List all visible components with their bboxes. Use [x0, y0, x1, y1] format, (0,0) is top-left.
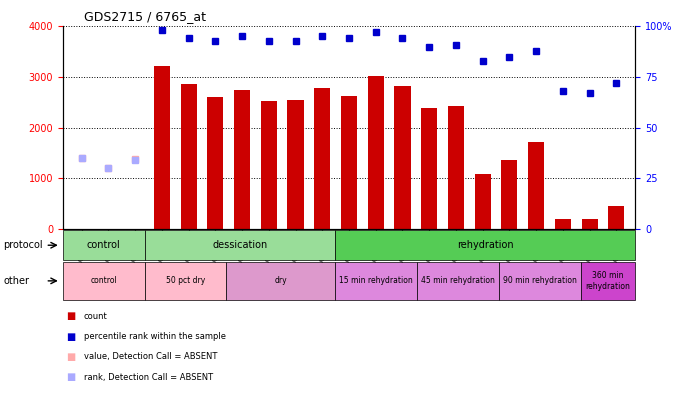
Text: control: control	[87, 240, 121, 250]
Text: percentile rank within the sample: percentile rank within the sample	[84, 332, 225, 341]
Text: 45 min rehydration: 45 min rehydration	[421, 276, 495, 286]
Bar	[154, 66, 170, 229]
Bar	[234, 90, 250, 229]
Text: 15 min rehydration: 15 min rehydration	[339, 276, 413, 286]
Text: 50 pct dry: 50 pct dry	[166, 276, 205, 286]
Text: value, Detection Call = ABSENT: value, Detection Call = ABSENT	[84, 352, 217, 361]
Bar	[421, 108, 437, 229]
Bar	[181, 83, 197, 229]
Text: ■: ■	[66, 352, 75, 362]
Bar	[555, 219, 571, 229]
Bar	[261, 101, 277, 229]
Text: protocol: protocol	[3, 240, 43, 250]
Text: dry: dry	[274, 276, 287, 286]
Bar	[341, 96, 357, 229]
Text: rehydration: rehydration	[457, 240, 514, 250]
Bar	[314, 88, 330, 229]
Bar	[475, 174, 491, 229]
Bar	[581, 220, 597, 229]
Text: 360 min
rehydration: 360 min rehydration	[586, 271, 630, 290]
Bar	[207, 97, 223, 229]
Bar	[609, 206, 625, 229]
Bar	[394, 85, 410, 229]
Bar	[501, 160, 517, 229]
Text: rank, Detection Call = ABSENT: rank, Detection Call = ABSENT	[84, 373, 213, 382]
Bar	[288, 100, 304, 229]
Text: 90 min rehydration: 90 min rehydration	[503, 276, 577, 286]
Text: control: control	[90, 276, 117, 286]
Text: ■: ■	[66, 311, 75, 321]
Text: ■: ■	[66, 372, 75, 382]
Text: dessication: dessication	[212, 240, 267, 250]
Bar	[448, 106, 464, 229]
Bar	[528, 142, 544, 229]
Text: count: count	[84, 312, 107, 321]
Text: other: other	[3, 276, 29, 286]
Text: GDS2715 / 6765_at: GDS2715 / 6765_at	[84, 10, 206, 23]
Bar	[368, 76, 384, 229]
Text: ■: ■	[66, 332, 75, 341]
